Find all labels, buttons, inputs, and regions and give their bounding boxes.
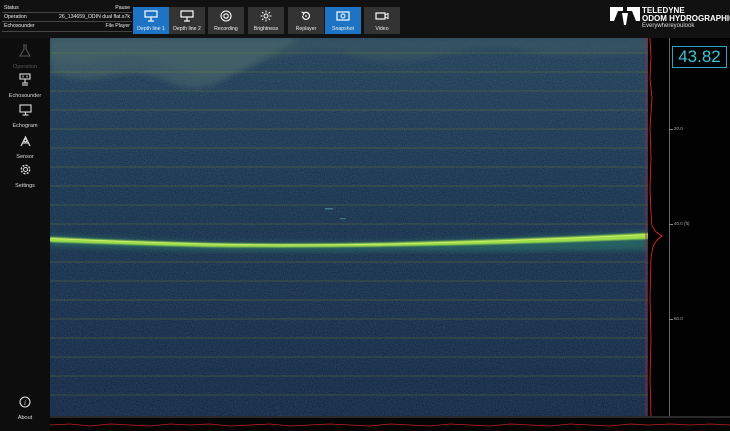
sidebar-item-echogram[interactable]: Echogram: [0, 103, 50, 129]
logo-line-2: ODOM HYDROGRAPHIC: [642, 14, 730, 23]
sidebar-item-label: Settings: [15, 183, 35, 189]
top-bar: Status Pause Operation 26_134659_ODIN du…: [0, 0, 730, 38]
logo-tagline: Everywhereyoulook: [642, 23, 695, 29]
brightness-label: Brightness: [253, 26, 279, 32]
info-icon: i: [19, 395, 31, 413]
depth-line-1-button[interactable]: Depth line 1: [133, 7, 169, 34]
depth-tick: [669, 319, 673, 320]
logo-line-1: TELEDYNE: [642, 6, 685, 15]
flask-icon: [19, 44, 31, 62]
depth-tick-label: 60.0: [674, 316, 683, 321]
echosounder-value: File Player: [105, 23, 130, 30]
snapshot-button[interactable]: Snapshot: [325, 7, 361, 34]
about-button[interactable]: i About: [0, 395, 50, 421]
brightness-button[interactable]: Brightness: [248, 7, 284, 34]
sidebar-item-operation[interactable]: Operation: [0, 44, 50, 70]
depth-tick: [669, 129, 673, 130]
sidebar-item-settings[interactable]: Settings: [0, 163, 50, 189]
depth-tick: [669, 224, 673, 225]
about-label: About: [17, 415, 33, 421]
replayer-button[interactable]: Replayer: [288, 7, 324, 34]
echogram-image: [50, 38, 648, 416]
sidebar-item-sensor[interactable]: Sensor: [0, 134, 50, 160]
sidebar: Operation Echosounder Echogram Sensor Se…: [0, 38, 50, 431]
sidebar-item-label: Echosounder: [8, 93, 42, 99]
recording-label: Recording: [214, 26, 238, 32]
record-icon: [208, 10, 244, 22]
depth-line-1-label: Depth line 1: [137, 26, 165, 32]
snapshot-label: Snapshot: [332, 26, 354, 32]
status-row-echosounder: Echosounder File Player: [2, 22, 132, 32]
replay-icon: [288, 10, 324, 22]
status-label: Status: [4, 5, 19, 11]
sidebar-item-label: Operation: [12, 64, 38, 70]
depth-line-2-label: Depth line 2: [173, 26, 201, 32]
grid-lines: [50, 52, 648, 396]
recording-button[interactable]: Recording: [208, 7, 244, 34]
snapshot-icon: [325, 10, 361, 22]
depth-line-icon: [169, 10, 205, 22]
transducer-icon: [19, 73, 31, 91]
echogram-display[interactable]: [50, 38, 648, 416]
depth-panel: 20.0 40.0 (ft) 60.0 43.82: [648, 38, 730, 416]
replayer-label: Replayer: [295, 26, 317, 32]
status-value: Pause: [115, 5, 130, 11]
depth-readout-value: 43.82: [678, 47, 721, 66]
sensor-icon: [19, 134, 32, 152]
depth-tick-label: 40.0 (ft): [674, 221, 690, 226]
echosounder-label: Echosounder: [4, 23, 35, 30]
bottom-trace: [49, 416, 730, 427]
operation-label: Operation: [4, 14, 27, 21]
depth-scale-axis: [669, 38, 670, 416]
depth-readout: 43.82: [672, 46, 727, 68]
depth-line-icon: [133, 10, 169, 22]
teledyne-logo: TELEDYNE ODOM HYDROGRAPHIC Everywhereyou…: [610, 5, 730, 33]
gear-icon: [19, 163, 32, 181]
video-icon: [364, 10, 400, 22]
sidebar-item-label: Sensor: [16, 154, 34, 160]
operation-value: 26_134659_ODIN dual flat.s7k: [59, 14, 130, 21]
video-button[interactable]: Video: [364, 7, 400, 34]
depth-tick-label: 20.0: [674, 126, 683, 131]
depth-line-2-button[interactable]: Depth line 2: [169, 7, 205, 34]
status-panel: Status Pause Operation 26_134659_ODIN du…: [2, 4, 132, 32]
sidebar-item-label: Echogram: [12, 123, 38, 129]
teledyne-mark-icon: [610, 7, 640, 25]
brightness-icon: [248, 10, 284, 22]
status-row-status: Status Pause: [2, 4, 132, 14]
sidebar-item-echosounder[interactable]: Echosounder: [0, 73, 50, 99]
bottom-trace-strip: [49, 416, 730, 431]
video-label: Video: [375, 26, 389, 32]
fish-echo: [340, 218, 346, 220]
fish-echo: [325, 208, 333, 210]
amplitude-trace: [649, 38, 663, 416]
status-row-operation: Operation 26_134659_ODIN dual flat.s7k: [2, 13, 132, 23]
monitor-icon: [18, 103, 32, 121]
svg-text:i: i: [24, 399, 26, 407]
